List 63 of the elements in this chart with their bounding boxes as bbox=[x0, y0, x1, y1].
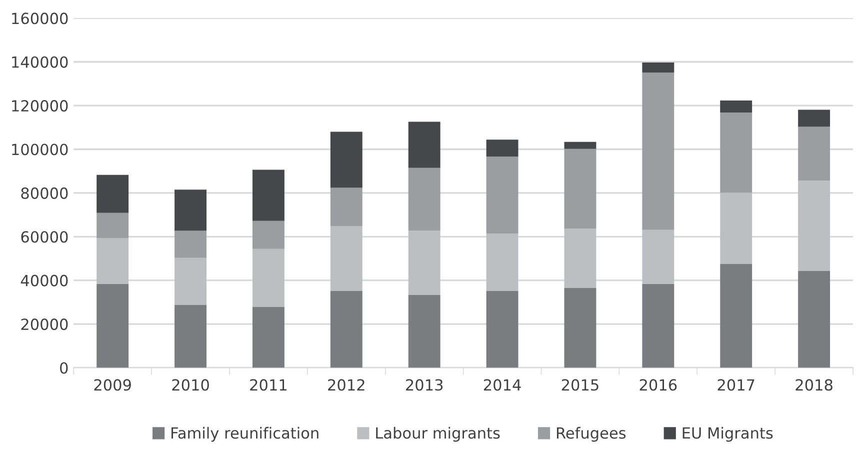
legend-label: Refugees bbox=[556, 426, 626, 442]
y-tick-label: 20000 bbox=[21, 318, 68, 330]
bar bbox=[564, 228, 596, 288]
bar bbox=[486, 234, 518, 292]
x-tick-label: 2012 bbox=[328, 379, 364, 391]
x-tick-label: 2018 bbox=[796, 379, 832, 391]
bar bbox=[174, 305, 206, 368]
bar bbox=[564, 142, 596, 149]
bar bbox=[408, 122, 440, 168]
bar bbox=[564, 288, 596, 368]
x-tick-label: 2014 bbox=[484, 379, 521, 391]
bar bbox=[330, 132, 362, 188]
x-tick-label: 2016 bbox=[640, 379, 677, 391]
x-tick-label: 2013 bbox=[406, 379, 443, 391]
x-tick-label: 2011 bbox=[250, 379, 286, 391]
bar bbox=[252, 248, 284, 307]
y-tick-label: 100000 bbox=[12, 144, 68, 156]
bar bbox=[330, 188, 362, 226]
bar bbox=[252, 170, 284, 221]
bar bbox=[252, 220, 284, 249]
bar bbox=[408, 168, 440, 231]
x-tick-label: 2010 bbox=[172, 379, 209, 391]
bar bbox=[798, 180, 830, 271]
bar bbox=[564, 148, 596, 229]
x-tick-label: 2009 bbox=[94, 379, 131, 391]
bar bbox=[798, 126, 830, 181]
bar bbox=[720, 192, 752, 264]
legend-label: Family reunification bbox=[172, 426, 318, 442]
x-tick-label: 2017 bbox=[718, 379, 754, 391]
bar bbox=[330, 226, 362, 292]
bar bbox=[642, 230, 674, 284]
bar bbox=[486, 291, 518, 368]
y-tick-label: 80000 bbox=[21, 187, 68, 199]
x-tick-label: 2015 bbox=[562, 379, 598, 391]
legend-label: EU Migrants bbox=[682, 426, 773, 442]
y-tick-label: 60000 bbox=[21, 231, 68, 243]
bar bbox=[720, 264, 752, 368]
bar bbox=[798, 270, 830, 368]
bar bbox=[642, 62, 674, 73]
y-tick-label: 140000 bbox=[12, 56, 68, 68]
bar bbox=[486, 140, 518, 157]
bar bbox=[798, 110, 830, 127]
y-tick-label: 40000 bbox=[20, 274, 68, 286]
bar bbox=[96, 174, 129, 213]
bar bbox=[174, 190, 206, 231]
y-tick-label: 160000 bbox=[12, 12, 68, 24]
bar bbox=[174, 230, 206, 258]
bar bbox=[96, 238, 129, 284]
bar bbox=[252, 307, 284, 368]
y-tick-label: 120000 bbox=[12, 100, 68, 112]
bar bbox=[720, 112, 752, 193]
bar bbox=[174, 258, 206, 306]
legend-label: Labour migrants bbox=[376, 426, 500, 442]
bar bbox=[330, 291, 362, 368]
bar bbox=[408, 294, 440, 368]
bar bbox=[96, 212, 129, 238]
bar bbox=[720, 100, 752, 113]
bar bbox=[486, 156, 518, 234]
bar bbox=[96, 284, 129, 368]
y-tick-label: 0 bbox=[60, 362, 68, 374]
bar bbox=[642, 72, 674, 230]
bar bbox=[408, 230, 440, 295]
bar bbox=[642, 284, 674, 368]
